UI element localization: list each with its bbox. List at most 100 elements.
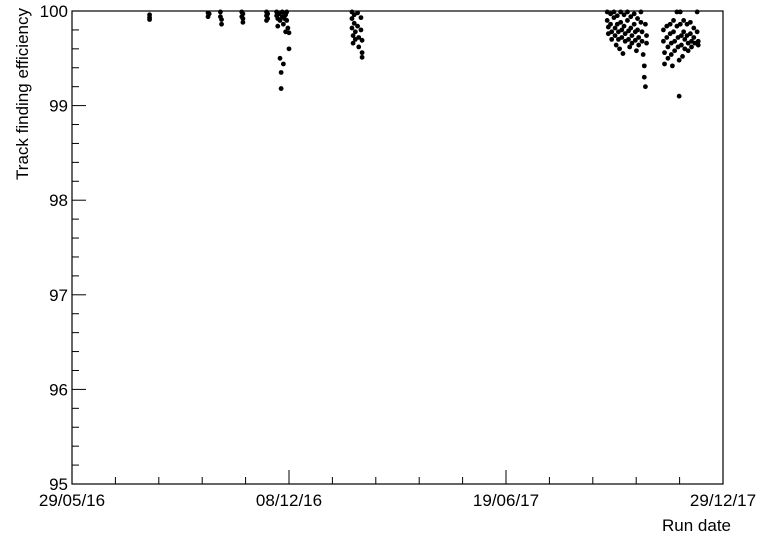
data-point [662,50,667,56]
data-point [629,40,635,46]
data-point [635,16,640,21]
data-point [629,33,635,38]
data-point [278,86,284,91]
data-point [672,48,678,54]
data-point [285,25,291,31]
data-point [680,54,685,59]
x-tick-label: 19/06/17 [473,491,539,510]
data-point [636,42,642,48]
x-axis-tick-labels: 29/05/16 08/12/16 19/06/17 29/12/17 [39,491,756,510]
data-point [689,44,694,50]
data-point [351,20,357,26]
data-point [359,54,365,60]
data-point [358,27,364,33]
data-point [359,37,365,43]
data-point [622,31,628,37]
data-point [628,25,634,31]
y-axis-ticks [72,10,86,485]
data-point [218,9,223,15]
data-point [687,31,693,37]
data-point [280,21,286,27]
data-point [691,25,697,31]
data-point [617,46,622,52]
data-point [667,21,673,27]
data-point [639,29,645,35]
y-tick-label: 95 [49,475,68,494]
data-point [687,19,693,25]
data-point [277,18,283,23]
data-point [643,21,648,27]
y-tick-label: 100 [40,2,68,21]
data-point [619,35,625,40]
data-point [609,29,615,35]
data-point [620,51,626,56]
data-point [284,9,290,15]
data-point [219,21,224,27]
data-point [672,38,678,44]
data-point [682,36,688,42]
data-point [691,35,697,40]
data-point [676,93,682,99]
data-point [631,11,637,17]
data-point [664,35,670,40]
data-point [147,17,152,22]
x-tick-label: 29/05/16 [39,491,105,510]
data-point [635,27,640,33]
data-point [632,37,638,43]
data-point [670,63,675,69]
data-point [356,35,362,40]
data-point [628,14,634,20]
data-point [265,11,271,17]
data-point [611,9,617,15]
data-point [674,9,680,15]
data-point [286,46,292,52]
data-point [358,15,364,21]
data-point [277,55,283,61]
data-point [679,42,684,48]
data-point [604,18,610,23]
data-point [355,10,360,16]
data-point [661,27,666,33]
data-point [638,19,644,25]
x-tick-label: 08/12/16 [256,491,322,510]
x-tick-label: 29/12/17 [690,491,756,510]
data-point [665,55,671,61]
data-point [661,38,666,44]
data-point [671,18,676,23]
data-point [634,48,639,54]
data-point [349,16,355,21]
data-point [350,40,356,46]
data-point [681,29,687,35]
data-point [356,44,362,50]
data-point [275,23,281,29]
data-point [280,61,286,67]
data-point [355,23,360,29]
data-point [644,33,649,38]
data-point [625,9,630,15]
data-point [694,29,700,35]
y-tick-label: 98 [49,191,68,210]
data-point [284,18,290,23]
y-axis-label: Track finding efficiency [13,8,32,180]
data-point [618,9,624,15]
data-point [641,74,647,80]
y-axis-tick-labels: 95 96 97 98 99 100 [40,2,68,494]
data-point [265,16,271,21]
data-point [608,21,613,27]
data-point [612,33,618,38]
data-point [665,44,671,50]
data-point [677,9,683,15]
data-point [278,70,284,75]
data-point [625,18,630,23]
data-point [641,63,647,69]
data-point [685,48,691,54]
data-point [662,61,667,67]
data-point [643,84,648,90]
data-point [286,30,292,36]
data-points [147,9,701,99]
data-point [206,11,212,17]
data-point [695,38,701,44]
data-point [627,44,633,50]
data-point [677,21,683,27]
